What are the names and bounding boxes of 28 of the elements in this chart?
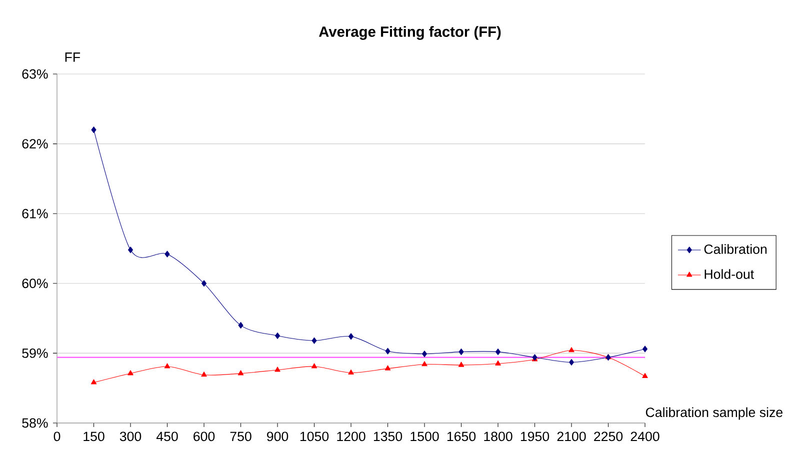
x-axis-title: Calibration sample size — [646, 407, 782, 420]
x-tick-label: 1650 — [447, 432, 476, 442]
x-tick-label: 1200 — [337, 432, 366, 442]
x-tick-label: 300 — [120, 432, 142, 442]
x-tick-label: 450 — [156, 432, 178, 442]
y-tick-label: 62% — [22, 139, 48, 149]
x-tick-label: 900 — [267, 432, 288, 442]
x-tick-label: 1800 — [484, 432, 512, 442]
x-tick-label: 1050 — [300, 432, 329, 442]
y-tick-label: 63% — [22, 69, 48, 79]
x-tick-label: 2250 — [594, 432, 623, 442]
y-axis-title: FF — [65, 52, 80, 62]
x-tick-label: 750 — [230, 432, 252, 442]
x-tick-label: 2400 — [630, 432, 660, 442]
x-tick-label: 1950 — [520, 432, 550, 442]
x-tick-label: 600 — [194, 432, 215, 442]
chart-title: Average Fitting factor (FF) — [318, 26, 501, 40]
x-tick-label: 150 — [84, 432, 104, 442]
x-tick-label: 1500 — [410, 432, 439, 442]
legend-label: Hold-out — [704, 269, 754, 279]
x-tick-label: 0 — [54, 432, 60, 442]
x-tick-label: 1350 — [374, 432, 402, 442]
y-tick-label: 58% — [22, 418, 48, 428]
y-tick-label: 61% — [22, 208, 48, 218]
y-tick-label: 60% — [22, 278, 48, 288]
legend-label: Calibration — [704, 244, 767, 254]
x-tick-label: 2100 — [557, 432, 586, 442]
y-tick-label: 59% — [22, 348, 48, 358]
